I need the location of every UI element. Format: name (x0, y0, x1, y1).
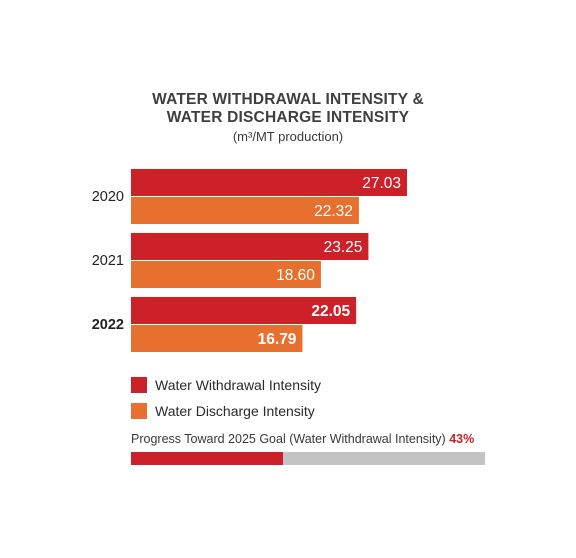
chart-title-line1: WATER WITHDRAWAL INTENSITY & (152, 91, 424, 108)
progress-percent: 43% (449, 432, 475, 446)
data-label-withdrawal-2021: 23.25 (324, 239, 363, 256)
progress-bar-fill (131, 452, 284, 465)
bar-chart: 2020 27.03 22.32 2021 23.25 18.60 2022 22.05 16.… (92, 169, 407, 352)
progress-label: Progress Toward 2025 Goal (Water Withdra… (131, 432, 474, 446)
progress-bar-track (131, 452, 485, 465)
legend-item-discharge: Water Discharge Intensity (131, 402, 315, 420)
progress-label-text: Progress Toward 2025 Goal (Water Withdra… (131, 432, 446, 446)
y-tick-label-2021: 2021 (92, 253, 124, 269)
y-tick-label-2020: 2020 (92, 189, 124, 205)
legend-label-discharge: Water Discharge Intensity (155, 403, 315, 419)
legend-item-withdrawal: Water Withdrawal Intensity (131, 376, 321, 394)
bar-withdrawal-2022 (131, 297, 357, 324)
data-label-discharge-2020: 22.32 (314, 203, 353, 220)
legend-swatch-withdrawal (131, 377, 147, 393)
data-label-discharge-2021: 18.60 (276, 267, 315, 284)
bar-withdrawal-2021 (131, 233, 369, 260)
chart-title-line2: WATER DISCHARGE INTENSITY (166, 109, 410, 126)
y-tick-label-2022: 2022 (92, 317, 124, 333)
chart-subtitle: (m³/MT production) (232, 129, 344, 144)
bar-discharge-2022 (131, 325, 303, 352)
data-label-discharge-2022: 16.79 (258, 331, 297, 348)
bar-discharge-2021 (131, 261, 321, 288)
legend-label-withdrawal: Water Withdrawal Intensity (155, 377, 321, 393)
data-label-withdrawal-2022: 22.05 (311, 303, 350, 320)
legend-swatch-discharge (131, 403, 147, 419)
bar-discharge-2020 (131, 197, 359, 224)
data-label-withdrawal-2020: 27.03 (362, 175, 401, 192)
bar-withdrawal-2020 (131, 169, 407, 196)
